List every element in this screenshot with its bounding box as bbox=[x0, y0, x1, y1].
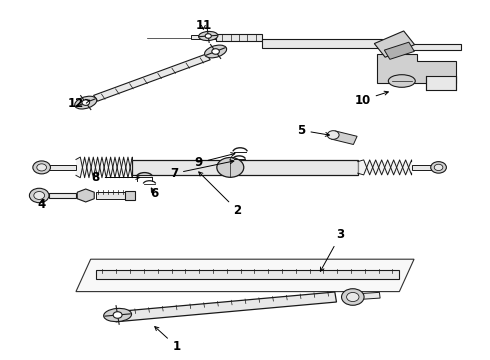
Circle shape bbox=[34, 192, 45, 199]
Polygon shape bbox=[49, 193, 76, 198]
Polygon shape bbox=[262, 39, 382, 48]
Polygon shape bbox=[114, 292, 337, 322]
Circle shape bbox=[434, 164, 443, 171]
Text: 6: 6 bbox=[150, 187, 158, 200]
Ellipse shape bbox=[388, 75, 415, 87]
Polygon shape bbox=[132, 160, 358, 175]
Polygon shape bbox=[374, 31, 415, 57]
Polygon shape bbox=[409, 44, 461, 50]
Ellipse shape bbox=[74, 96, 97, 109]
Ellipse shape bbox=[204, 45, 227, 58]
Polygon shape bbox=[191, 35, 216, 39]
Circle shape bbox=[37, 164, 47, 171]
Circle shape bbox=[113, 312, 122, 318]
Text: 12: 12 bbox=[68, 97, 90, 110]
Text: 9: 9 bbox=[195, 153, 235, 169]
Circle shape bbox=[29, 188, 49, 203]
Polygon shape bbox=[96, 192, 125, 199]
Text: 5: 5 bbox=[297, 124, 329, 137]
Circle shape bbox=[33, 161, 50, 174]
Polygon shape bbox=[77, 189, 94, 202]
Text: 3: 3 bbox=[320, 228, 344, 271]
Text: 7: 7 bbox=[170, 160, 234, 180]
Text: 2: 2 bbox=[199, 172, 242, 217]
Text: 8: 8 bbox=[92, 171, 140, 184]
Polygon shape bbox=[352, 292, 380, 300]
Circle shape bbox=[82, 100, 90, 105]
Polygon shape bbox=[358, 162, 412, 173]
Circle shape bbox=[342, 289, 364, 305]
Text: 11: 11 bbox=[195, 19, 212, 32]
Polygon shape bbox=[94, 54, 210, 101]
Polygon shape bbox=[216, 34, 262, 41]
Text: 1: 1 bbox=[155, 327, 180, 353]
Polygon shape bbox=[76, 259, 414, 292]
Circle shape bbox=[205, 34, 211, 38]
Polygon shape bbox=[76, 159, 132, 175]
Ellipse shape bbox=[198, 31, 218, 41]
Ellipse shape bbox=[217, 157, 244, 177]
Circle shape bbox=[431, 162, 446, 173]
Polygon shape bbox=[331, 131, 357, 144]
Circle shape bbox=[346, 292, 359, 302]
Ellipse shape bbox=[104, 309, 131, 321]
Polygon shape bbox=[377, 54, 456, 83]
Circle shape bbox=[212, 49, 220, 54]
Polygon shape bbox=[384, 42, 415, 59]
Text: 4: 4 bbox=[38, 198, 46, 211]
Polygon shape bbox=[42, 165, 76, 170]
Polygon shape bbox=[426, 76, 456, 90]
Polygon shape bbox=[412, 165, 434, 170]
Polygon shape bbox=[125, 191, 135, 200]
Polygon shape bbox=[96, 270, 399, 279]
Text: 10: 10 bbox=[354, 91, 388, 107]
Circle shape bbox=[327, 131, 339, 139]
